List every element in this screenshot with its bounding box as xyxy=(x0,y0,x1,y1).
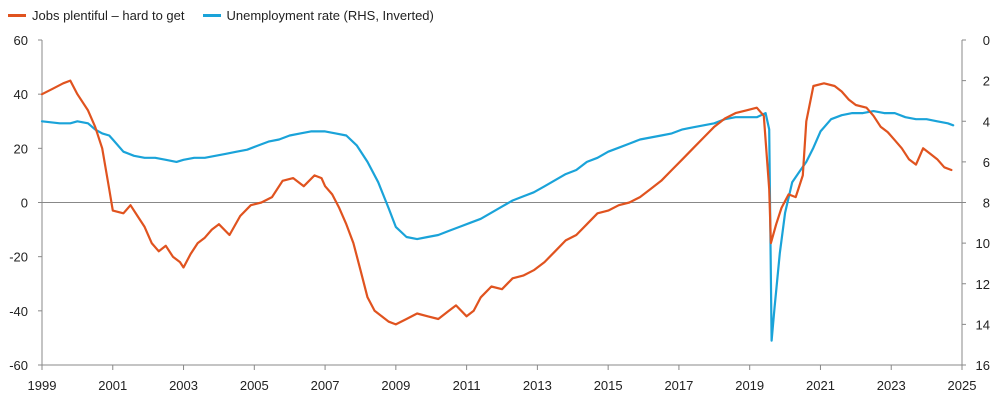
legend-item-unemployment: Unemployment rate (RHS, Inverted) xyxy=(202,7,434,23)
y-right-tick-label: 4 xyxy=(983,114,990,129)
y-right-tick-label: 10 xyxy=(976,236,990,251)
x-tick-label: 1999 xyxy=(28,378,57,393)
unemployment-rate-line xyxy=(40,110,955,342)
x-tick-label: 2015 xyxy=(594,378,623,393)
x-tick-label: 2011 xyxy=(453,378,481,393)
y-left-tick-label: 20 xyxy=(14,141,28,156)
y-right-tick-label: 6 xyxy=(983,155,990,170)
x-tick-label: 2001 xyxy=(98,378,127,393)
x-tick-label: 2009 xyxy=(381,378,410,393)
x-tick-label: 2007 xyxy=(311,378,340,393)
y-right-tick-label: 12 xyxy=(976,277,990,292)
y-right-tick-label: 2 xyxy=(983,74,990,89)
x-tick-label: 2021 xyxy=(806,378,835,393)
legend: Jobs plentiful – hard to get Unemploymen… xyxy=(8,6,434,24)
y-left-tick-label: -20 xyxy=(9,250,28,265)
x-tick-label: 2017 xyxy=(664,378,693,393)
legend-item-jobs: Jobs plentiful – hard to get xyxy=(8,8,185,23)
legend-label-jobs: Jobs plentiful – hard to get xyxy=(32,7,185,23)
y-right-tick-label: 8 xyxy=(983,196,990,211)
y-left-tick-label: -60 xyxy=(9,358,28,373)
x-tick-label: 2019 xyxy=(735,378,764,393)
y-right-tick-label: 0 xyxy=(983,33,990,48)
y-left-tick-label: -40 xyxy=(9,304,28,319)
y-right-tick-label: 16 xyxy=(976,358,990,373)
x-tick-label: 2023 xyxy=(877,378,906,393)
y-left-tick-label: 40 xyxy=(14,87,28,102)
x-tick-label: 2025 xyxy=(948,378,977,393)
legend-swatch-jobs xyxy=(8,13,26,17)
x-tick-label: 2003 xyxy=(169,378,198,393)
y-left-tick-label: 0 xyxy=(21,196,28,211)
y-left-tick-label: 60 xyxy=(14,33,28,48)
y-right-tick-label: 14 xyxy=(976,317,990,332)
x-tick-label: 2005 xyxy=(240,378,269,393)
legend-swatch-unemployment xyxy=(202,13,221,17)
jobs-plentiful-line xyxy=(40,79,953,326)
legend-label-unemployment: Unemployment rate (RHS, Inverted) xyxy=(226,7,434,23)
x-tick-label: 2013 xyxy=(523,378,552,393)
